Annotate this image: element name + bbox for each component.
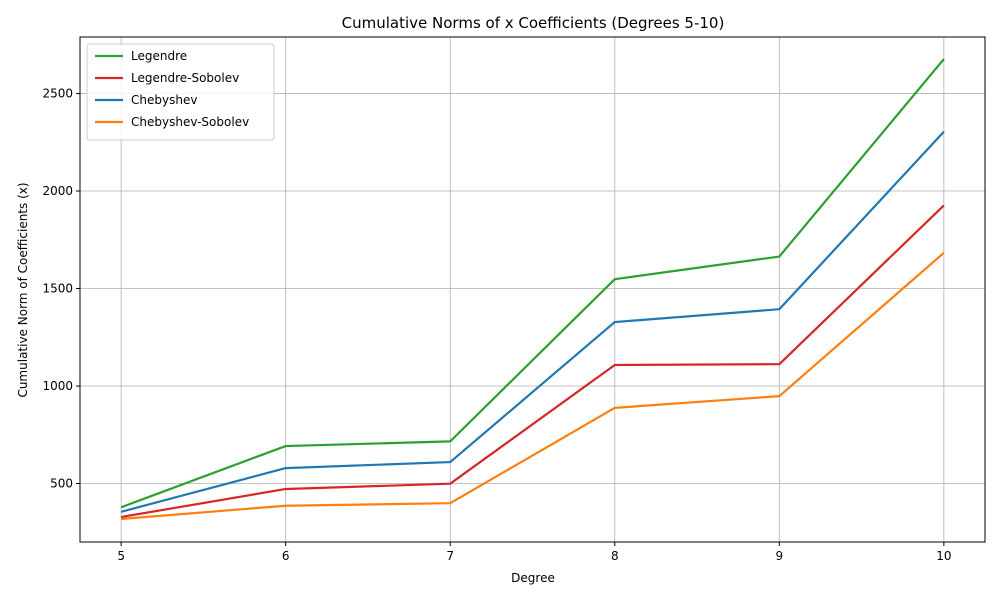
legend-label: Legendre [131,49,187,63]
y-tick-label: 2000 [42,184,73,198]
legend-label: Chebyshev-Sobolev [131,115,249,129]
legend-box [86,43,275,141]
y-tick-label: 1000 [42,379,73,393]
legend: Legendre Legendre-Sobolev Chebyshev Chebysh… [86,43,275,141]
x-tick-label: 7 [446,549,454,563]
axes: 5 6 7 8 9 10 500 1000 1500 2000 2500 [42,36,986,563]
series-line-chebyshev-sobolev [121,252,945,521]
x-tick-label: 9 [775,549,783,563]
series-line-legendre-sobolev [120,204,945,519]
x-tick-label: 5 [117,549,125,563]
plot-frame [79,36,986,543]
y-axis-label: Cumulative Norm of Coefficients (x) [16,182,30,397]
x-tick-label: 10 [936,549,951,563]
legend-label: Chebyshev [131,93,197,107]
series-line-legendre [120,58,945,509]
y-tick-label: 2500 [42,87,73,101]
y-tick-label: 1500 [42,282,73,296]
x-tick-label: 6 [282,549,290,563]
x-axis-label: Degree [511,571,555,585]
legend-label: Legendre-Sobolev [131,71,239,85]
chart-title: Cumulative Norms of x Coefficients (Degr… [342,14,725,32]
y-tick-label: 500 [50,477,73,491]
x-tick-label: 8 [611,549,619,563]
series-line-chebyshev [120,131,945,513]
series-lines [120,58,945,521]
